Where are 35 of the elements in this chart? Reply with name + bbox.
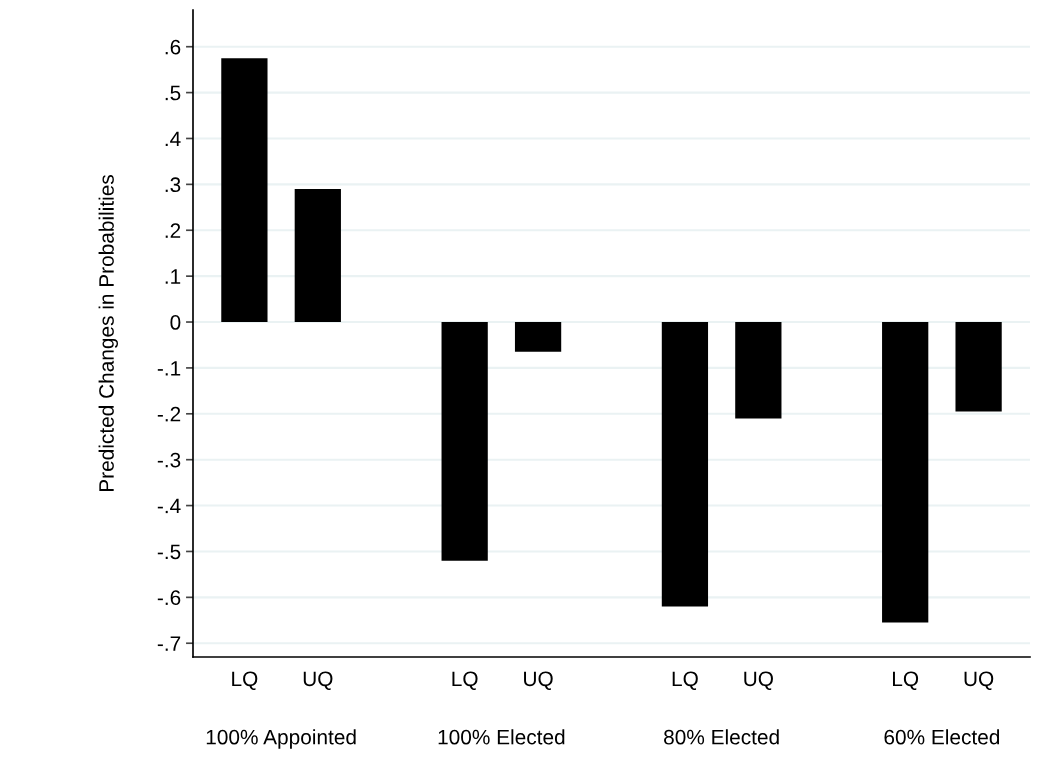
x-tick-label: LQ — [672, 671, 698, 690]
y-tick-label: -.7 — [157, 636, 181, 651]
text: 60% Elected — [884, 729, 1000, 745]
y-tick-label: -.2 — [157, 406, 181, 422]
x-tick-label: UQ — [524, 671, 553, 690]
y-tick-label: .4 — [165, 131, 181, 147]
x-tick-label: LQ — [893, 671, 919, 690]
x-tick-label: UQ — [964, 671, 994, 690]
y-tick-label: -.5 — [157, 544, 181, 560]
text: 100% Appointed — [206, 729, 356, 749]
y-tick-label: 0 — [170, 315, 181, 330]
y-tick-label: .5 — [165, 85, 181, 101]
y-tick-label: -.3 — [157, 452, 181, 468]
y-tick-label: -.1 — [157, 361, 181, 376]
y-tick-label: .2 — [165, 223, 181, 238]
y-tick-label: .6 — [165, 39, 181, 55]
bar — [955, 322, 1002, 412]
x-tick-label: UQ — [303, 671, 333, 690]
bar — [441, 322, 488, 561]
y-tick-label: -.6 — [157, 590, 181, 606]
y-tick-label: .3 — [165, 177, 181, 193]
bar — [661, 322, 709, 607]
text: 80% Elected — [664, 729, 779, 745]
bar — [882, 322, 929, 623]
y-tick-label: .1 — [165, 269, 181, 284]
x-tick-label: LQ — [232, 671, 258, 690]
x-tick-label: LQ — [452, 671, 478, 690]
bar — [221, 58, 268, 323]
bar — [514, 322, 562, 352]
text: 100% Elected — [438, 729, 565, 745]
bar — [735, 322, 782, 419]
x-tick-label: UQ — [744, 671, 773, 690]
bar — [294, 188, 341, 323]
y-tick-label: -.4 — [157, 498, 181, 514]
y-axis-title: Predicted Changes in Probabilities — [98, 175, 118, 492]
